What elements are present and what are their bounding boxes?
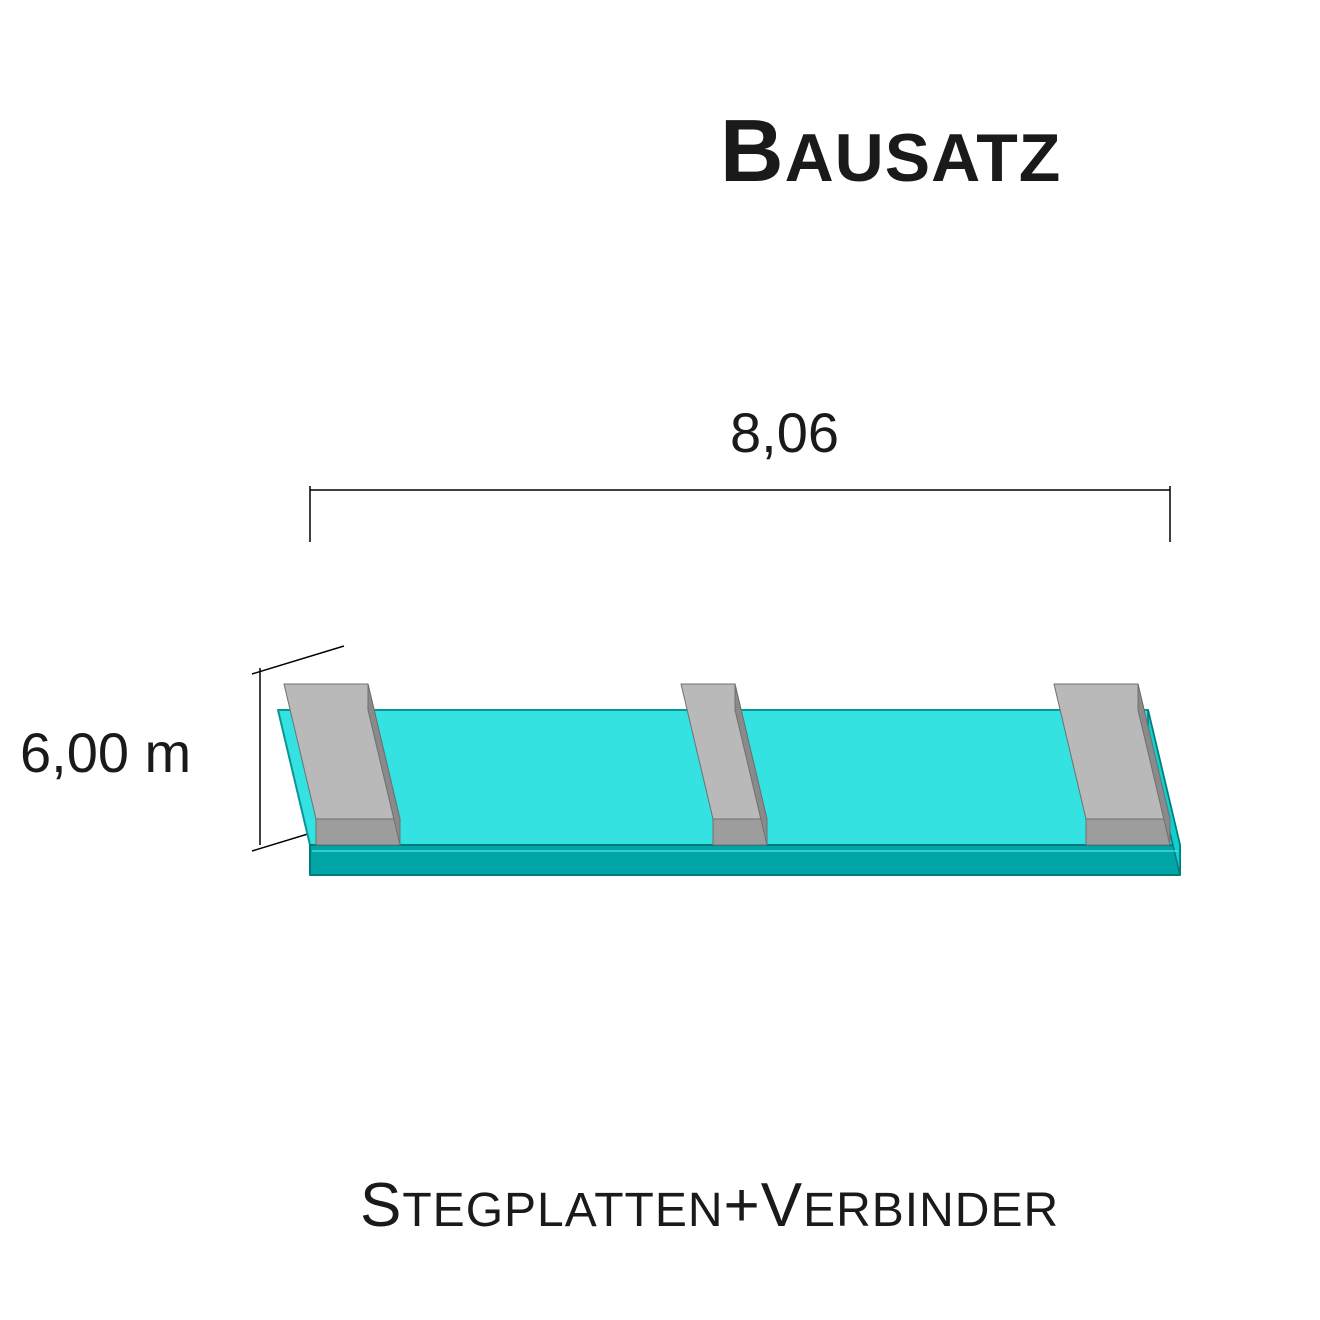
- drawing: [0, 0, 1320, 1320]
- diagram-stage: BAUSATZ 8,06 6,00 m STEGPLATTEN+VERBINDE…: [0, 0, 1320, 1320]
